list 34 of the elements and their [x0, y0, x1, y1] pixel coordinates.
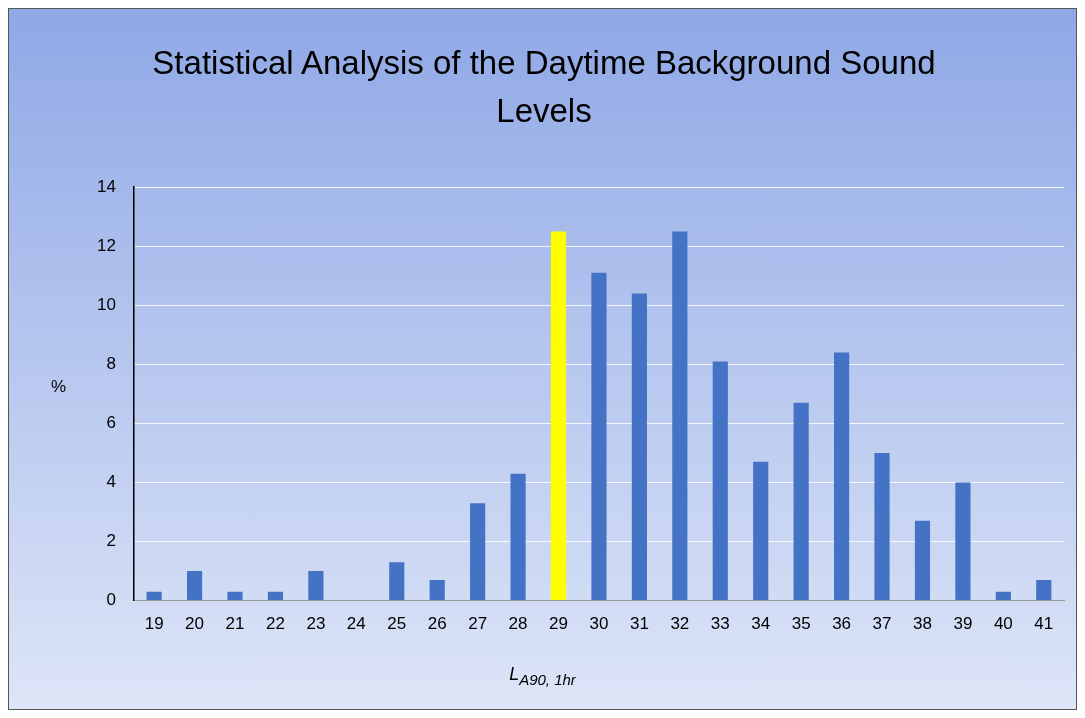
- x-tick-label: 24: [346, 614, 366, 634]
- x-tick-label: 33: [710, 614, 730, 634]
- x-tick-label: 35: [791, 614, 811, 634]
- y-tick-label: 12: [96, 235, 116, 255]
- chart-title: Statistical Analysis of the Daytime Background Sound Levels: [151, 43, 937, 131]
- y-tick-label: 6: [106, 413, 116, 433]
- x-tick-label: 36: [832, 614, 852, 634]
- x-tick-label: 38: [913, 614, 932, 634]
- x-tick-label: 32: [670, 614, 690, 634]
- x-tick-label: 26: [427, 614, 447, 634]
- x-tick-label: 23: [306, 614, 326, 634]
- x-tick-label: 37: [872, 614, 892, 634]
- x-tick-label: 19: [144, 614, 164, 634]
- x-tick-label: 21: [225, 614, 245, 634]
- x-tick-label: 40: [993, 614, 1013, 634]
- y-axis-title: %: [51, 377, 67, 397]
- x-tick-label: 29: [549, 614, 568, 634]
- x-tick-label: 28: [508, 614, 528, 634]
- y-tick-label: 2: [106, 531, 116, 551]
- x-tick-label: 27: [468, 614, 488, 634]
- y-tick-label: 0: [106, 590, 116, 610]
- x-axis-title: L$_{A90, 1hr}$: [508, 664, 577, 688]
- y-tick-label: 8: [106, 354, 116, 374]
- x-tick-label: 22: [265, 614, 285, 634]
- x-tick-label: 34: [751, 614, 771, 634]
- y-tick-label: 4: [106, 472, 116, 492]
- x-tick-label: 20: [185, 614, 205, 634]
- x-tick-label: 25: [387, 614, 407, 634]
- x-tick-label: 41: [1034, 614, 1054, 634]
- y-tick-label: 10: [96, 295, 116, 314]
- x-tick-label: 31: [629, 614, 649, 634]
- x-tick-label: 30: [589, 614, 609, 634]
- y-tick-label: 14: [96, 176, 116, 196]
- x-tick-label: 39: [953, 614, 973, 634]
